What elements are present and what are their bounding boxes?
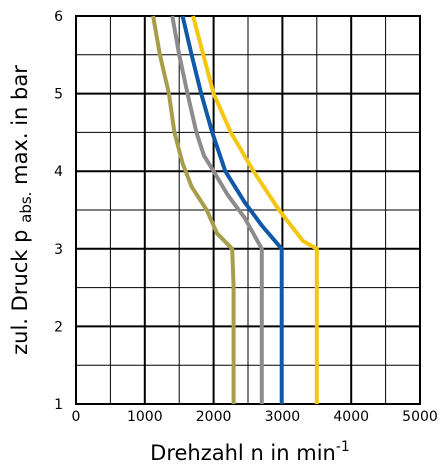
x-tick-label: 2000 [196,409,232,425]
y-axis-title: zul. Druck p abs. max. in bar [8,65,35,355]
y-tick-label: 5 [54,87,63,103]
x-tick-label: 1000 [127,409,163,425]
y-tick-label: 4 [54,164,63,180]
plot-frame [75,15,421,405]
series-line-4 [191,15,319,404]
x-tick-label: 0 [72,409,81,425]
x-tick-label: 4000 [333,409,369,425]
x-tick-label: 5000 [402,409,438,425]
x-axis-title: Drehzahl n in min-1 [150,439,350,465]
series-line-1 [151,15,236,404]
series-line-3 [180,15,284,404]
x-tick-label: 3000 [265,409,301,425]
y-tick-label: 3 [54,242,63,258]
y-tick-label: 2 [54,319,63,335]
series-line-2 [170,15,264,404]
y-tick-label: 1 [54,397,63,413]
y-tick-label: 6 [54,9,63,25]
